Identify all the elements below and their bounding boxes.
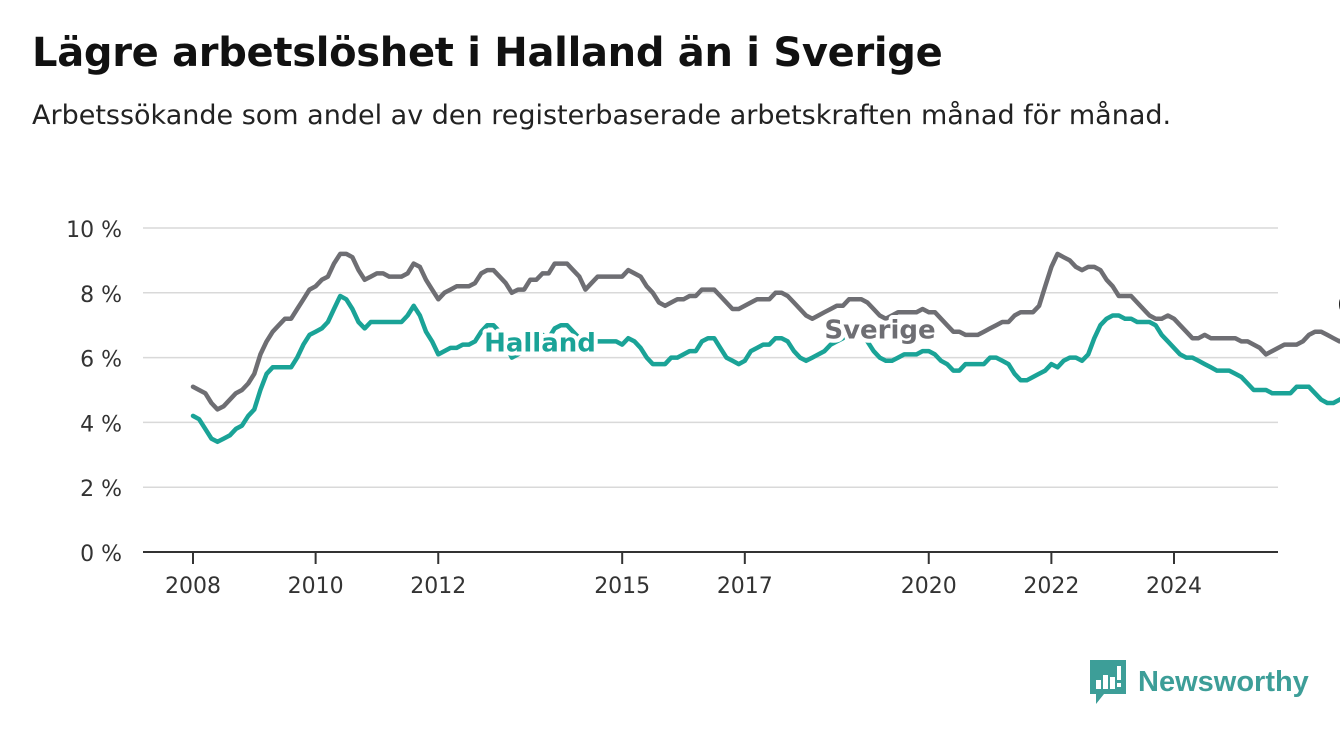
x-tick-label: 2024 — [1146, 574, 1202, 599]
series-name-halo: Sverige — [824, 315, 935, 345]
series-name-label-halland: Halland — [484, 328, 596, 358]
series-group — [190, 251, 1340, 445]
y-tick-label: 8 % — [80, 283, 122, 308]
series-name-halo: Halland — [484, 328, 596, 358]
x-tick-label: 2022 — [1023, 574, 1079, 599]
grid-lines — [143, 227, 1278, 488]
y-axis: 0 % 2 % 4 % 6 % 8 % 10 % — [66, 218, 122, 567]
x-tick-label: 2020 — [901, 574, 957, 599]
y-tick-label: 0 % — [80, 542, 122, 567]
newsworthy-logo-icon — [1090, 660, 1126, 704]
line-chart: 0 % 2 % 4 % 6 % 8 % 10 % 2008 2010 2012 2015 2017… — [66, 218, 1340, 599]
x-tick-label: 2012 — [410, 574, 466, 599]
chart-title: Lägre arbetslöshet i Halland än i Sverig… — [32, 30, 943, 76]
x-tick-label: 2015 — [594, 574, 650, 599]
series-line-sverige — [190, 251, 1340, 412]
y-tick-label: 4 % — [80, 412, 122, 437]
series-end-label: 6,9 % — [1337, 292, 1340, 318]
series-name-label-sverige: Sverige — [824, 315, 935, 345]
brand-name: Newsworthy — [1138, 665, 1309, 698]
chart-subtitle: Arbetssökande som andel av den registerb… — [32, 100, 1172, 131]
brand-logo: Newsworthy — [1090, 660, 1309, 704]
y-tick-label: 2 % — [80, 477, 122, 502]
x-axis: 2008 2010 2012 2015 2017 2020 2022 2024 — [143, 551, 1278, 599]
x-tick-label: 2010 — [288, 574, 344, 599]
y-tick-label: 6 % — [80, 348, 122, 373]
y-tick-label: 10 % — [66, 218, 122, 243]
series-line-halland — [190, 293, 1340, 445]
x-tick-label: 2017 — [717, 574, 773, 599]
x-tick-label: 2008 — [165, 574, 221, 599]
